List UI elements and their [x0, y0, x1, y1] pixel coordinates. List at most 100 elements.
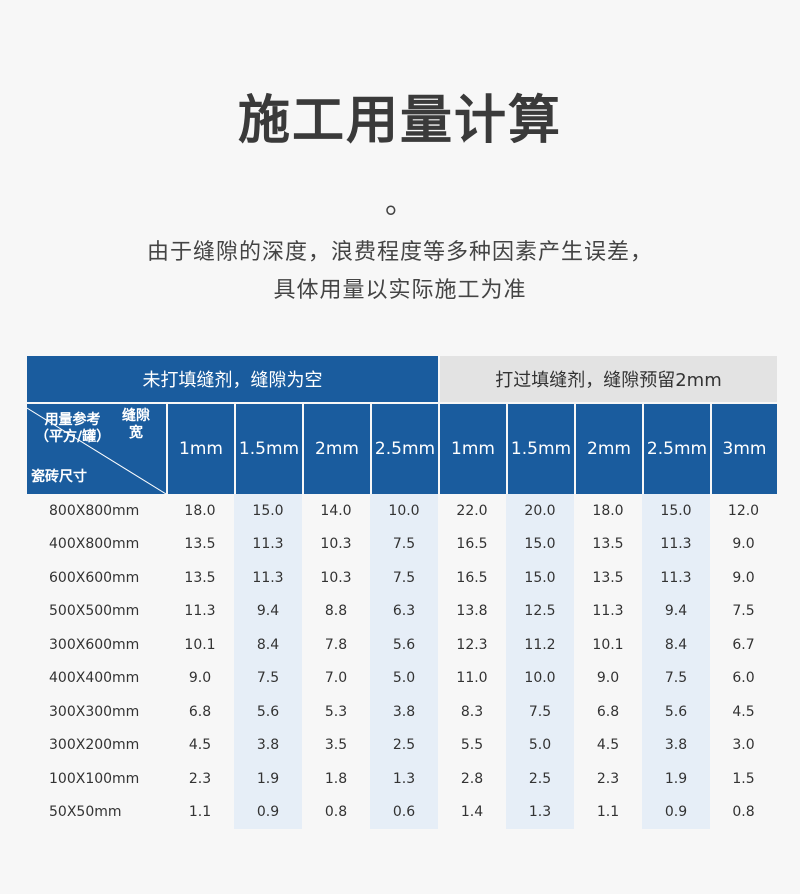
usage-value-cell: 10.3 [302, 527, 370, 561]
usage-value-cell: 2.8 [438, 762, 506, 796]
usage-value-cell: 9.4 [642, 594, 710, 628]
usage-value-cell: 7.5 [370, 527, 438, 561]
usage-value-cell: 6.8 [166, 695, 234, 729]
usage-value-cell: 7.5 [710, 594, 778, 628]
usage-value-cell: 9.0 [574, 661, 642, 695]
corner-usage-label: 用量参考 （平方/罐） [35, 412, 110, 446]
column-header: 1mm [438, 402, 506, 494]
tile-size-label: 300X300mm [27, 695, 166, 729]
subtitle-line-1: 由于缝隙的深度，浪费程度等多种因素产生误差， [146, 240, 653, 265]
tile-size-label: 500X500mm [27, 594, 166, 628]
usage-value-cell: 15.0 [234, 494, 302, 528]
tile-size-label: 300X600mm [27, 628, 166, 662]
usage-value-cell: 7.5 [234, 661, 302, 695]
usage-value-cell: 5.5 [438, 728, 506, 762]
table-row: 400X800mm 13.5 11.3 10.3 7.5 16.5 15.0 13.5 11.3… [27, 527, 778, 561]
usage-value-cell: 13.5 [166, 561, 234, 595]
usage-value-cell: 11.3 [166, 594, 234, 628]
usage-value-cell: 10.0 [370, 494, 438, 528]
tile-size-label: 100X100mm [27, 762, 166, 796]
usage-value-cell: 10.1 [574, 628, 642, 662]
table-row: 400X400mm 9.0 7.5 7.0 5.0 11.0 10.0 9.0 7.5 6.0 [27, 661, 778, 695]
usage-value-cell: 0.8 [302, 795, 370, 829]
usage-value-cell: 4.5 [574, 728, 642, 762]
usage-value-cell: 9.0 [710, 527, 778, 561]
usage-value-cell: 1.3 [506, 795, 574, 829]
usage-value-cell: 10.1 [166, 628, 234, 662]
usage-value-cell: 7.5 [370, 561, 438, 595]
group-unfilled-header: 未打填缝剂，缝隙为空 [27, 356, 438, 402]
table-row: 300X600mm 10.1 8.4 7.8 5.6 12.3 11.2 10.1 8.4 6.7 [27, 628, 778, 662]
usage-value-cell: 9.4 [234, 594, 302, 628]
usage-value-cell: 13.5 [166, 527, 234, 561]
usage-value-cell: 6.0 [710, 661, 778, 695]
usage-value-cell: 8.4 [642, 628, 710, 662]
usage-value-cell: 11.3 [234, 527, 302, 561]
usage-value-cell: 6.8 [574, 695, 642, 729]
table-row: 300X200mm 4.5 3.8 3.5 2.5 5.5 5.0 4.5 3.8 3.0 [27, 728, 778, 762]
usage-value-cell: 3.8 [370, 695, 438, 729]
usage-value-cell: 15.0 [506, 561, 574, 595]
group-filled-header: 打过填缝剂，缝隙预留2mm [438, 356, 778, 402]
usage-value-cell: 10.3 [302, 561, 370, 595]
corner-header: 用量参考 （平方/罐） 缝隙 宽 瓷砖尺寸 [27, 402, 166, 495]
tile-size-label: 800X800mm [27, 494, 166, 528]
corner-gap-label: 缝隙 宽 [122, 408, 150, 442]
tile-size-label: 400X800mm [27, 527, 166, 561]
column-header: 1mm [166, 402, 234, 494]
usage-value-cell: 8.4 [234, 628, 302, 662]
usage-value-cell: 2.3 [574, 762, 642, 796]
usage-value-cell: 7.8 [302, 628, 370, 662]
usage-value-cell: 7.5 [642, 661, 710, 695]
usage-value-cell: 7.5 [506, 695, 574, 729]
usage-value-cell: 2.5 [370, 728, 438, 762]
usage-value-cell: 20.0 [506, 494, 574, 528]
usage-value-cell: 9.0 [166, 661, 234, 695]
column-header: 3mm [710, 402, 778, 494]
diagonal-line-icon [27, 407, 166, 495]
page-title: 施工用量计算 [237, 91, 562, 151]
corner-usage-line-1: 用量参考 [44, 412, 101, 428]
corner-gap-line-2: 宽 [129, 425, 143, 441]
usage-value-cell: 1.3 [370, 762, 438, 796]
usage-value-cell: 1.4 [438, 795, 506, 829]
usage-value-cell: 5.6 [370, 628, 438, 662]
usage-value-cell: 1.5 [710, 762, 778, 796]
tile-size-label: 600X600mm [27, 561, 166, 595]
usage-value-cell: 18.0 [166, 494, 234, 528]
usage-value-cell: 5.3 [302, 695, 370, 729]
column-header: 1.5mm [234, 402, 302, 494]
usage-value-cell: 8.3 [438, 695, 506, 729]
subtitle-line-2: 具体用量以实际施工为准 [273, 278, 527, 303]
usage-value-cell: 15.0 [506, 527, 574, 561]
column-header: 2.5mm [642, 402, 710, 494]
usage-value-cell: 1.1 [574, 795, 642, 829]
column-header-row: 用量参考 （平方/罐） 缝隙 宽 瓷砖尺寸 1mm 1.5mm 2mm 2.5m… [27, 402, 778, 495]
usage-value-cell: 6.7 [710, 628, 778, 662]
usage-value-cell: 11.3 [642, 527, 710, 561]
tile-size-label: 50X50mm [27, 795, 166, 829]
table-row: 300X300mm 6.8 5.6 5.3 3.8 8.3 7.5 6.8 5.6 4.5 [27, 695, 778, 729]
table-row: 100X100mm 2.3 1.9 1.8 1.3 2.8 2.5 2.3 1.9 1.5 [27, 762, 778, 796]
usage-value-cell: 16.5 [438, 527, 506, 561]
tile-size-label: 300X200mm [27, 728, 166, 762]
usage-value-cell: 8.8 [302, 594, 370, 628]
usage-value-cell: 3.0 [710, 728, 778, 762]
usage-value-cell: 7.0 [302, 661, 370, 695]
usage-value-cell: 1.9 [234, 762, 302, 796]
usage-value-cell: 0.8 [710, 795, 778, 829]
usage-value-cell: 3.8 [234, 728, 302, 762]
usage-value-cell: 0.9 [642, 795, 710, 829]
usage-value-cell: 1.9 [642, 762, 710, 796]
usage-value-cell: 13.5 [574, 561, 642, 595]
usage-value-cell: 14.0 [302, 494, 370, 528]
usage-value-cell: 11.3 [234, 561, 302, 595]
usage-value-cell: 11.0 [438, 661, 506, 695]
usage-value-cell: 10.0 [506, 661, 574, 695]
corner-tile-label: 瓷砖尺寸 [31, 469, 87, 485]
usage-value-cell: 11.2 [506, 628, 574, 662]
group-header-row: 未打填缝剂，缝隙为空 打过填缝剂，缝隙预留2mm [27, 356, 778, 402]
usage-value-cell: 4.5 [710, 695, 778, 729]
usage-value-cell: 22.0 [438, 494, 506, 528]
column-header: 2mm [574, 402, 642, 494]
